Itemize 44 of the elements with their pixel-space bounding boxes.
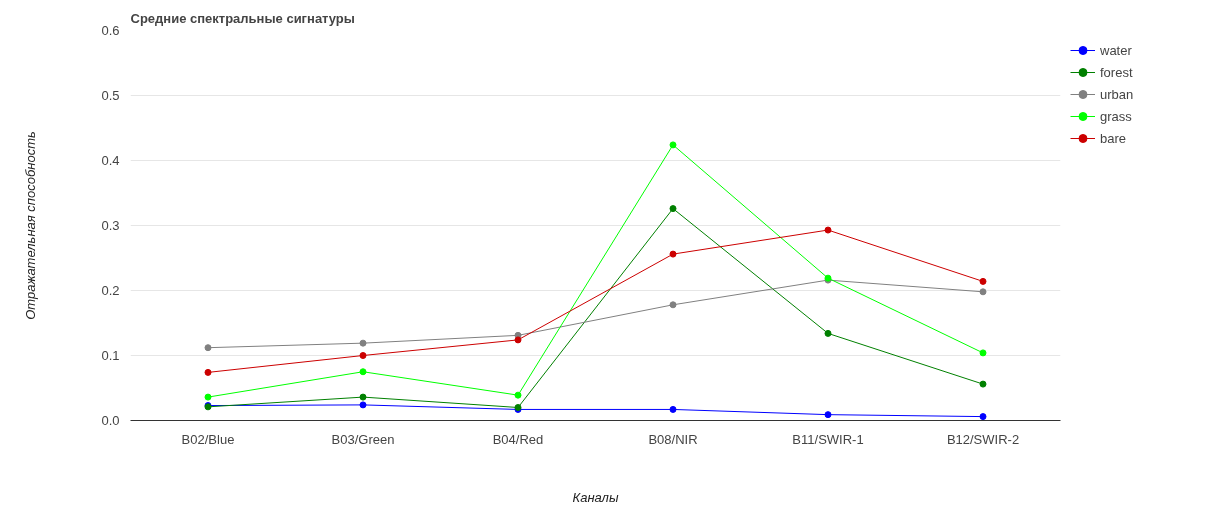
y-tick-label: 0.3 [101, 218, 120, 233]
point [979, 288, 987, 296]
point [979, 413, 987, 421]
y-tick-label: 0.6 [101, 23, 120, 38]
x-tick-label: B11/SWIR-1 [792, 431, 864, 447]
y-tick-label: 0.4 [101, 153, 120, 168]
y-tick-label: 0.5 [101, 88, 120, 103]
point [979, 277, 987, 285]
point [359, 339, 367, 347]
point [979, 349, 987, 357]
x-tick-label: B12/SWIR-2 [946, 431, 1020, 447]
point [359, 401, 367, 409]
point [514, 336, 522, 344]
point [669, 205, 677, 213]
y-tick-label: 0.0 [101, 413, 120, 428]
point [979, 380, 987, 388]
point [824, 226, 832, 234]
point [824, 329, 832, 337]
x-tick-label: B08/NIR [648, 431, 698, 447]
point [669, 301, 677, 309]
point [204, 344, 212, 352]
point [359, 393, 367, 401]
y-axis-title: Отражательная способность [23, 131, 39, 320]
point [824, 411, 832, 419]
point [204, 368, 212, 376]
legend-label: water [1100, 42, 1132, 58]
point [359, 368, 367, 376]
x-tick-label: B03/Green [331, 431, 395, 447]
legend-label: urban [1100, 86, 1134, 102]
y-tick-label: 0.2 [101, 283, 120, 298]
legend-label: bare [1100, 130, 1127, 146]
legend-label: forest [1100, 64, 1133, 80]
y-tick-label: 0.1 [101, 348, 120, 363]
x-tick-label: B04/Red [492, 431, 544, 447]
x-tick-label: B02/Blue [181, 431, 235, 447]
point [669, 141, 677, 149]
legend-label: grass [1100, 108, 1132, 124]
point [514, 391, 522, 399]
point [669, 250, 677, 258]
chart-title: Средние спектральные сигнатуры [130, 10, 355, 26]
point [204, 393, 212, 401]
x-axis-title: Каналы [572, 489, 619, 505]
point [359, 352, 367, 359]
point [669, 405, 677, 413]
